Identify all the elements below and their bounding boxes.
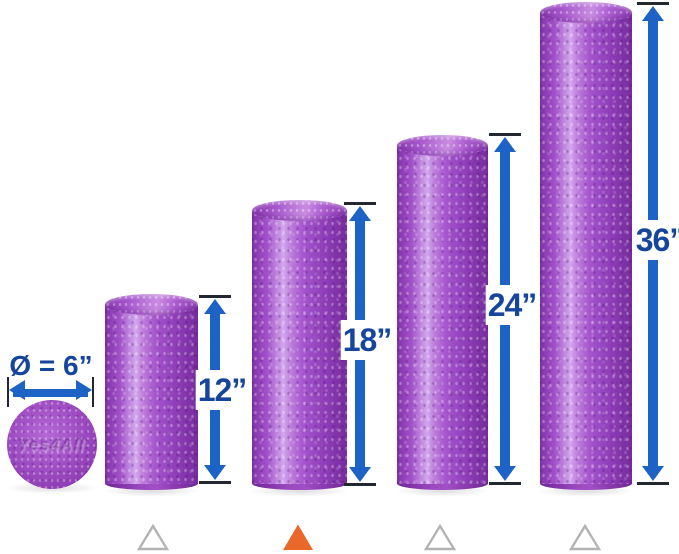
triangle-outline-icon (423, 523, 457, 551)
roller-side (252, 210, 347, 484)
triangle-outline-icon (136, 523, 170, 551)
arrow-up-icon (204, 299, 226, 314)
variant-indicator-3 (423, 523, 457, 552)
tick-line (199, 295, 231, 298)
dimension-36in: 36” (633, 2, 679, 485)
arrow-up-icon (349, 206, 371, 221)
dimension-label: 12” (195, 370, 249, 410)
tick-line (199, 481, 231, 484)
dimension-24in: 24” (485, 133, 539, 485)
arrow-up-icon (642, 6, 664, 21)
dimension-18in: 18” (340, 202, 394, 486)
triangle-filled-icon (283, 524, 313, 550)
tick-line (7, 377, 9, 407)
foam-roller-12in (102, 294, 201, 497)
roller-top (252, 200, 347, 221)
roller-top (105, 294, 198, 315)
variant-indicator-1 (136, 523, 170, 552)
arrow-shaft (13, 389, 88, 397)
arrow-right-icon (76, 380, 92, 400)
tick-line (489, 133, 521, 136)
arrow-down-icon (642, 466, 664, 481)
foam-roller-18in (249, 200, 350, 497)
dimension-12in: 12” (195, 295, 249, 484)
roller-side (397, 145, 488, 484)
dimension-label: 36” (633, 220, 679, 260)
arrow-up-icon (494, 137, 516, 152)
dimension-label: 24” (485, 285, 539, 325)
roller-side (540, 12, 632, 484)
triangle-outline-icon (568, 523, 602, 551)
tick-line (92, 377, 94, 407)
roller-side (105, 304, 198, 484)
tick-line (637, 2, 669, 5)
diameter-label: Ø = 6” (9, 350, 93, 381)
roller-top (397, 135, 488, 156)
arrow-left-icon (9, 380, 25, 400)
variant-indicator-2-selected (281, 523, 315, 552)
roller-end-face: Yes4All (7, 400, 97, 489)
variant-indicator-4 (568, 523, 602, 552)
arrow-down-icon (349, 467, 371, 482)
diameter-arrow (7, 377, 94, 407)
tick-line (489, 482, 521, 485)
foam-roller-36in (537, 2, 635, 497)
tick-line (344, 202, 376, 205)
roller-top (540, 2, 632, 23)
arrow-down-icon (204, 465, 226, 480)
foam-roller-24in (394, 135, 491, 497)
tick-line (637, 482, 669, 485)
brand-embossed-logo: Yes4All (18, 436, 86, 455)
arrow-down-icon (494, 466, 516, 481)
dimension-label: 18” (340, 320, 394, 360)
tick-line (344, 483, 376, 486)
